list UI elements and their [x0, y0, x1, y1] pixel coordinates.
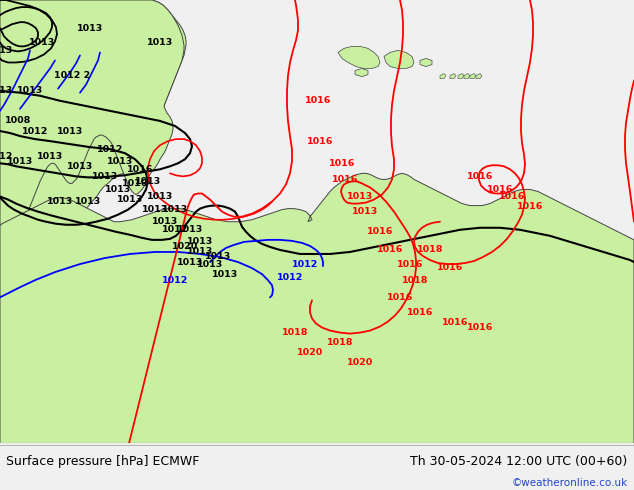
Text: 1016: 1016	[127, 165, 153, 174]
Text: ©weatheronline.co.uk: ©weatheronline.co.uk	[512, 478, 628, 488]
Text: 1016: 1016	[437, 263, 463, 271]
Text: 1013: 1013	[177, 225, 203, 234]
Text: 1013: 1013	[197, 260, 223, 269]
Polygon shape	[450, 74, 456, 78]
Polygon shape	[440, 74, 446, 78]
Polygon shape	[0, 173, 634, 443]
Polygon shape	[338, 47, 380, 69]
Text: 1012: 1012	[162, 276, 188, 285]
Text: 1012: 1012	[22, 126, 48, 136]
Text: 1012: 1012	[162, 225, 188, 234]
Text: 1013: 1013	[177, 258, 203, 267]
Text: 1018: 1018	[281, 328, 308, 337]
Text: 1016: 1016	[442, 318, 468, 327]
Text: 1013: 1013	[352, 207, 378, 216]
Text: 1016: 1016	[487, 185, 513, 194]
Text: 1016: 1016	[397, 260, 423, 269]
Text: 1013: 1013	[107, 157, 133, 166]
Text: 1012: 1012	[0, 152, 13, 161]
Text: 1013: 1013	[0, 86, 13, 95]
Text: Th 30-05-2024 12:00 UTC (00+60): Th 30-05-2024 12:00 UTC (00+60)	[410, 455, 628, 467]
Text: 1016: 1016	[407, 308, 433, 317]
Text: 1013: 1013	[135, 177, 161, 186]
Text: 1016: 1016	[467, 172, 493, 181]
Text: 1020: 1020	[347, 358, 373, 368]
Text: 1013: 1013	[162, 205, 188, 214]
Text: 1013: 1013	[117, 195, 143, 204]
Text: 1016: 1016	[329, 159, 355, 168]
Text: 1016: 1016	[332, 175, 358, 184]
Polygon shape	[470, 74, 476, 78]
Text: 1020: 1020	[172, 243, 198, 251]
Polygon shape	[420, 58, 432, 67]
Text: 1016: 1016	[387, 293, 413, 302]
Text: 1013: 1013	[7, 157, 33, 166]
Text: 1013: 1013	[0, 46, 13, 55]
Text: 1016: 1016	[499, 192, 525, 201]
Polygon shape	[458, 74, 464, 78]
Text: 1016: 1016	[367, 227, 393, 236]
Polygon shape	[12, 66, 28, 192]
Text: 1013: 1013	[77, 24, 103, 33]
Polygon shape	[464, 74, 470, 78]
Text: 1013: 1013	[187, 237, 213, 246]
Text: 1016: 1016	[377, 245, 403, 254]
Polygon shape	[0, 0, 184, 237]
Text: 1013: 1013	[67, 162, 93, 171]
Text: 1013: 1013	[105, 185, 131, 194]
Text: 1013: 1013	[47, 197, 73, 206]
Text: 1013: 1013	[205, 252, 231, 262]
Text: 1013: 1013	[142, 205, 168, 214]
Text: 1013: 1013	[347, 192, 373, 201]
Text: 1013: 1013	[17, 86, 43, 95]
Text: 1012: 1012	[277, 272, 303, 282]
Text: 1016: 1016	[307, 137, 333, 146]
Text: 1018: 1018	[402, 276, 428, 285]
Text: 1013: 1013	[147, 38, 173, 47]
Text: 1020: 1020	[297, 348, 323, 357]
Text: 1012 2: 1012 2	[54, 71, 90, 80]
Polygon shape	[0, 0, 186, 262]
Text: 1012: 1012	[292, 260, 318, 269]
Text: 1013: 1013	[29, 38, 55, 47]
Polygon shape	[384, 50, 414, 69]
Text: 1013: 1013	[147, 192, 173, 201]
Text: 1018: 1018	[327, 338, 353, 347]
Text: 1016: 1016	[305, 96, 331, 105]
Text: 1016: 1016	[517, 202, 543, 211]
Text: 1016: 1016	[467, 323, 493, 332]
Text: 1013: 1013	[37, 152, 63, 161]
Polygon shape	[476, 74, 482, 78]
Text: 1013: 1013	[212, 270, 238, 279]
Text: 1013: 1013	[92, 172, 118, 181]
Polygon shape	[355, 69, 368, 76]
Text: 1016: 1016	[122, 179, 148, 188]
Text: 1013: 1013	[152, 217, 178, 226]
Text: Surface pressure [hPa] ECMWF: Surface pressure [hPa] ECMWF	[6, 455, 200, 467]
Text: 1012: 1012	[97, 145, 123, 154]
Text: 1013: 1013	[187, 247, 213, 256]
Text: 1018: 1018	[417, 245, 443, 254]
Text: 1013: 1013	[75, 197, 101, 206]
Text: 1013: 1013	[57, 126, 83, 136]
Text: 1008: 1008	[5, 117, 31, 125]
